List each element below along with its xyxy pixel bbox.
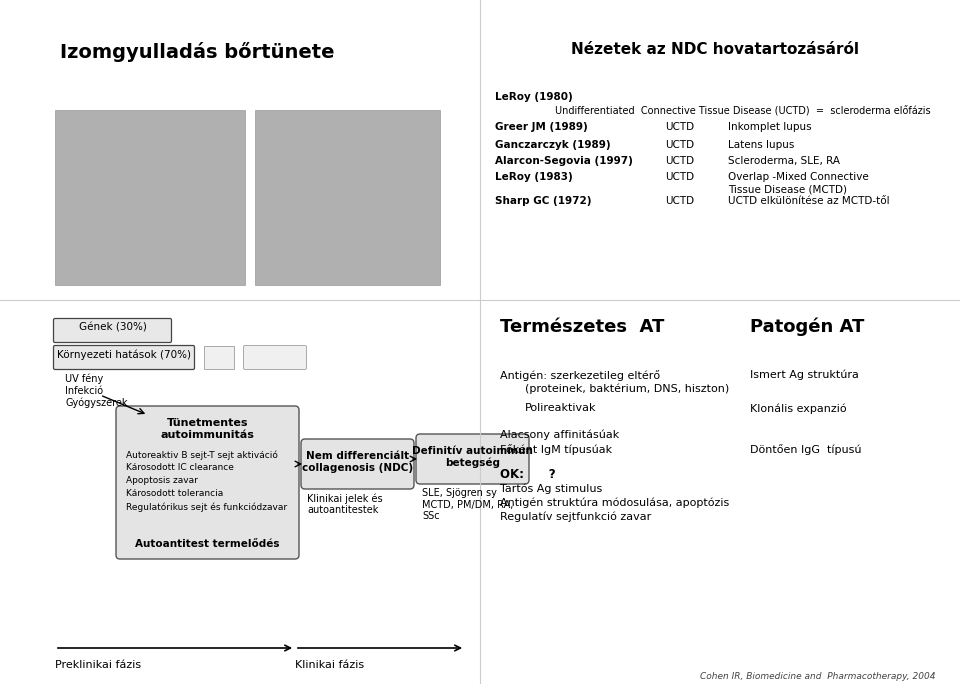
FancyBboxPatch shape bbox=[54, 345, 195, 369]
Text: Izomgyulladás bőrtünete: Izomgyulladás bőrtünete bbox=[60, 42, 334, 62]
Text: Alarcon-Segovia (1997): Alarcon-Segovia (1997) bbox=[495, 156, 633, 166]
Text: Klonális expanzió: Klonális expanzió bbox=[750, 403, 847, 414]
Text: Klinikai jelek és
autoantitestek: Klinikai jelek és autoantitestek bbox=[307, 493, 383, 515]
Text: Természetes  AT: Természetes AT bbox=[500, 318, 664, 336]
Text: Gének (30%): Gének (30%) bbox=[79, 322, 147, 332]
Bar bbox=[255, 110, 440, 285]
Text: Antigén struktúra módosulása, apoptózis: Antigén struktúra módosulása, apoptózis bbox=[500, 498, 730, 508]
Text: Főként IgM típusúak: Főként IgM típusúak bbox=[500, 444, 612, 455]
Text: Autoantitest termelődés: Autoantitest termelődés bbox=[135, 539, 279, 549]
Text: Apoptosis zavar: Apoptosis zavar bbox=[126, 476, 198, 485]
Text: UCTD: UCTD bbox=[665, 156, 694, 166]
Text: Overlap -Mixed Connective: Overlap -Mixed Connective bbox=[728, 172, 869, 182]
FancyBboxPatch shape bbox=[54, 319, 172, 343]
Text: LeRoy (1983): LeRoy (1983) bbox=[495, 172, 573, 182]
Text: Gyógyszerek: Gyógyszerek bbox=[65, 398, 128, 408]
FancyBboxPatch shape bbox=[301, 439, 414, 489]
FancyBboxPatch shape bbox=[244, 345, 306, 369]
Text: Alacsony affinitásúak: Alacsony affinitásúak bbox=[500, 430, 619, 440]
Text: Antigén: szerkezetileg eltérő: Antigén: szerkezetileg eltérő bbox=[500, 370, 660, 381]
Text: Regulatórikus sejt és funkciódzavar: Regulatórikus sejt és funkciódzavar bbox=[126, 502, 287, 512]
Text: Nem differenciált
collagenosis (NDC): Nem differenciált collagenosis (NDC) bbox=[302, 451, 413, 473]
Text: Ismert Ag struktúra: Ismert Ag struktúra bbox=[750, 370, 859, 380]
Text: Polireaktivak: Polireaktivak bbox=[525, 403, 596, 413]
Text: Patogén AT: Patogén AT bbox=[750, 318, 864, 337]
Text: UV fény: UV fény bbox=[65, 374, 104, 384]
Text: Infekció: Infekció bbox=[65, 386, 103, 396]
Text: UCTD: UCTD bbox=[665, 122, 694, 132]
Text: Tünetmentes
autoimmunitás: Tünetmentes autoimmunitás bbox=[160, 418, 254, 440]
FancyBboxPatch shape bbox=[416, 434, 529, 484]
Text: (proteinek, baktérium, DNS, hiszton): (proteinek, baktérium, DNS, hiszton) bbox=[525, 384, 730, 395]
Text: Latens lupus: Latens lupus bbox=[728, 140, 794, 150]
Text: UCTD: UCTD bbox=[665, 172, 694, 182]
Text: Környezeti hatások (70%): Környezeti hatások (70%) bbox=[57, 350, 191, 360]
Text: Tartós Ag stimulus: Tartós Ag stimulus bbox=[500, 484, 602, 495]
Text: Autoreaktiv B sejt-T sejt aktiváció: Autoreaktiv B sejt-T sejt aktiváció bbox=[126, 450, 277, 460]
FancyBboxPatch shape bbox=[204, 346, 234, 369]
Text: Inkomplet lupus: Inkomplet lupus bbox=[728, 122, 811, 132]
Text: Klinikai fázis: Klinikai fázis bbox=[295, 660, 364, 670]
Text: SLE, Sjögren sy
MCTD, PM/DM, RA,
SSc: SLE, Sjögren sy MCTD, PM/DM, RA, SSc bbox=[422, 488, 514, 521]
Text: Scleroderma, SLE, RA: Scleroderma, SLE, RA bbox=[728, 156, 840, 166]
Text: Döntően IgG  típusú: Döntően IgG típusú bbox=[750, 444, 861, 455]
Text: Tissue Disease (MCTD): Tissue Disease (MCTD) bbox=[728, 185, 847, 195]
Text: UCTD elkülönítése az MCTD-től: UCTD elkülönítése az MCTD-től bbox=[728, 196, 890, 206]
Text: Preklinikai fázis: Preklinikai fázis bbox=[55, 660, 141, 670]
FancyBboxPatch shape bbox=[116, 406, 299, 559]
Text: UCTD: UCTD bbox=[665, 140, 694, 150]
Text: LeRoy (1980): LeRoy (1980) bbox=[495, 92, 573, 102]
Text: Undifferentiated  Connective Tissue Disease (UCTD)  =  scleroderma előfázis: Undifferentiated Connective Tissue Disea… bbox=[555, 106, 930, 116]
Text: Cohen IR, Biomedicine and  Pharmacotherapy, 2004: Cohen IR, Biomedicine and Pharmacotherap… bbox=[700, 672, 935, 681]
Text: UCTD: UCTD bbox=[665, 196, 694, 206]
Text: Definitív autoimmun
betegség: Definitív autoimmun betegség bbox=[412, 446, 533, 469]
Text: Károsodott tolerancia: Károsodott tolerancia bbox=[126, 489, 224, 498]
Text: Nézetek az NDC hovatartozásáról: Nézetek az NDC hovatartozásáról bbox=[571, 42, 859, 57]
Text: Károsodott IC clearance: Károsodott IC clearance bbox=[126, 463, 234, 472]
Text: OK:      ?: OK: ? bbox=[500, 468, 556, 481]
Text: Ganczarczyk (1989): Ganczarczyk (1989) bbox=[495, 140, 611, 150]
Text: Regulatív sejtfunkció zavar: Regulatív sejtfunkció zavar bbox=[500, 512, 651, 523]
Text: Sharp GC (1972): Sharp GC (1972) bbox=[495, 196, 591, 206]
Text: Greer JM (1989): Greer JM (1989) bbox=[495, 122, 588, 132]
Bar bbox=[55, 110, 245, 285]
